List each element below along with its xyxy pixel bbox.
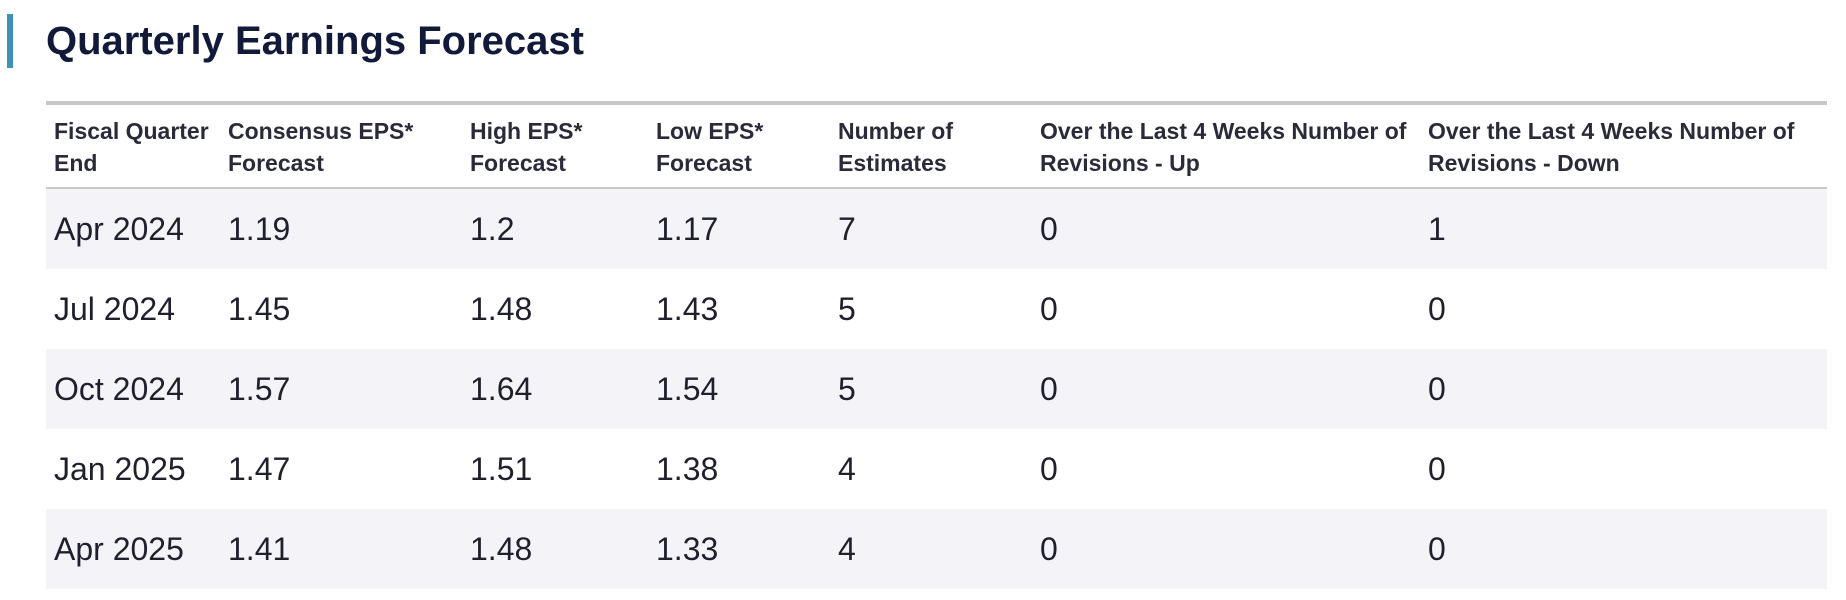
cell-revisions-down: 1	[1420, 188, 1827, 269]
cell-low-eps: 1.43	[648, 269, 830, 349]
cell-number-of-estimates: 7	[830, 188, 1032, 269]
page-title: Quarterly Earnings Forecast	[46, 19, 584, 63]
table-row: Apr 2025 1.41 1.48 1.33 4 0 0	[46, 509, 1827, 589]
column-header-low-eps: Low EPS* Forecast	[648, 103, 830, 189]
cell-fiscal-quarter-end: Apr 2025	[46, 509, 220, 589]
cell-fiscal-quarter-end: Apr 2024	[46, 188, 220, 269]
cell-low-eps: 1.17	[648, 188, 830, 269]
earnings-forecast-table: Fiscal Quarter End Consensus EPS* Foreca…	[46, 101, 1827, 589]
column-header-consensus-eps: Consensus EPS* Forecast	[220, 103, 462, 189]
cell-high-eps: 1.51	[462, 429, 648, 509]
column-header-revisions-down: Over the Last 4 Weeks Number of Revision…	[1420, 103, 1827, 189]
table-row: Jul 2024 1.45 1.48 1.43 5 0 0	[46, 269, 1827, 349]
column-header-revisions-up: Over the Last 4 Weeks Number of Revision…	[1032, 103, 1420, 189]
table-header: Fiscal Quarter End Consensus EPS* Foreca…	[46, 103, 1827, 189]
cell-number-of-estimates: 5	[830, 349, 1032, 429]
cell-consensus-eps: 1.19	[220, 188, 462, 269]
cell-revisions-up: 0	[1032, 269, 1420, 349]
cell-high-eps: 1.48	[462, 269, 648, 349]
table-row: Oct 2024 1.57 1.64 1.54 5 0 0	[46, 349, 1827, 429]
cell-revisions-down: 0	[1420, 269, 1827, 349]
cell-fiscal-quarter-end: Jul 2024	[46, 269, 220, 349]
cell-low-eps: 1.54	[648, 349, 830, 429]
table-row: Jan 2025 1.47 1.51 1.38 4 0 0	[46, 429, 1827, 509]
column-header-number-of-estimates: Number of Estimates	[830, 103, 1032, 189]
table-body: Apr 2024 1.19 1.2 1.17 7 0 1 Jul 2024 1.…	[46, 188, 1827, 589]
cell-number-of-estimates: 4	[830, 429, 1032, 509]
cell-consensus-eps: 1.47	[220, 429, 462, 509]
cell-revisions-down: 0	[1420, 429, 1827, 509]
cell-low-eps: 1.38	[648, 429, 830, 509]
table-row: Apr 2024 1.19 1.2 1.17 7 0 1	[46, 188, 1827, 269]
cell-revisions-down: 0	[1420, 509, 1827, 589]
cell-revisions-up: 0	[1032, 509, 1420, 589]
cell-high-eps: 1.64	[462, 349, 648, 429]
column-header-high-eps: High EPS* Forecast	[462, 103, 648, 189]
cell-fiscal-quarter-end: Oct 2024	[46, 349, 220, 429]
title-accent-bar	[7, 14, 13, 68]
cell-low-eps: 1.33	[648, 509, 830, 589]
cell-consensus-eps: 1.57	[220, 349, 462, 429]
column-header-fiscal-quarter-end: Fiscal Quarter End	[46, 103, 220, 189]
header-row: Fiscal Quarter End Consensus EPS* Foreca…	[46, 103, 1827, 189]
cell-high-eps: 1.2	[462, 188, 648, 269]
cell-revisions-up: 0	[1032, 429, 1420, 509]
cell-revisions-up: 0	[1032, 349, 1420, 429]
cell-consensus-eps: 1.45	[220, 269, 462, 349]
cell-number-of-estimates: 5	[830, 269, 1032, 349]
cell-fiscal-quarter-end: Jan 2025	[46, 429, 220, 509]
cell-number-of-estimates: 4	[830, 509, 1032, 589]
cell-consensus-eps: 1.41	[220, 509, 462, 589]
cell-high-eps: 1.48	[462, 509, 648, 589]
cell-revisions-down: 0	[1420, 349, 1827, 429]
cell-revisions-up: 0	[1032, 188, 1420, 269]
